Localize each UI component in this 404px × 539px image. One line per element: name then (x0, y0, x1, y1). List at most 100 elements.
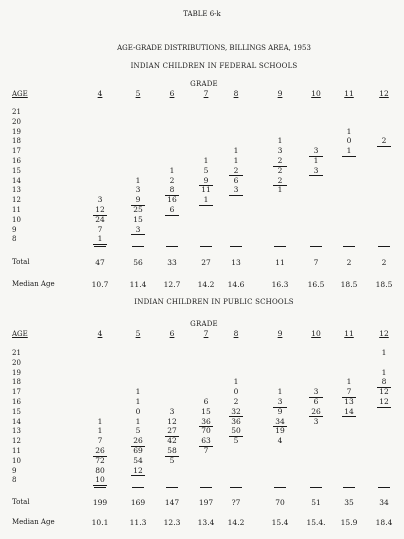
cell-grade5-age9: 3 (135, 224, 141, 234)
total-grade-4: 199 (92, 498, 108, 507)
cell-grade7-age13: 11 (201, 185, 211, 195)
public-grade-label: GRADE (190, 320, 218, 328)
column-end-dash-9 (274, 487, 286, 488)
median-rule-grade8-age15 (229, 416, 243, 418)
cell-grade7-age14: 36 (201, 416, 211, 426)
age-label-19: 19 (12, 127, 21, 136)
age-label-18: 18 (12, 378, 21, 387)
cell-grade10-age17: 3 (313, 146, 319, 156)
age-label-21: 21 (12, 108, 21, 116)
median-grade-6: 12.3 (163, 518, 181, 527)
cell-grade9-age14: 34 (275, 416, 285, 426)
cell-grade10-age15: 26 (311, 406, 321, 416)
public-age-label: AGE (12, 330, 28, 338)
grade-header-7: 7 (203, 89, 209, 98)
total-grade-4: 47 (95, 258, 105, 267)
grade-header-4: 4 (97, 329, 103, 338)
grade-header-11: 11 (344, 89, 354, 98)
cell-grade5-age12: 26 (133, 436, 143, 446)
median-rule-grade4-age8 (93, 484, 107, 486)
median-grade-5: 11.3 (129, 518, 147, 527)
median-grade-9: 16.3 (271, 280, 289, 289)
age-label-10: 10 (12, 215, 21, 224)
cell-grade9-age13: 19 (275, 426, 285, 436)
grade-header-9: 9 (277, 329, 283, 338)
cell-grade4-age10: 72 (95, 455, 105, 465)
grade-header-5: 5 (135, 89, 141, 98)
cell-grade8-age13: 50 (231, 426, 241, 436)
median-grade-11: 18.5 (340, 280, 358, 289)
table-number: TABLE 6-k (183, 10, 221, 18)
cell-grade12-age21: 1 (381, 348, 387, 357)
cell-grade5-age15: 0 (135, 406, 141, 416)
cell-grade9-age17: 3 (277, 146, 283, 156)
cell-grade11-age18: 1 (346, 377, 352, 387)
cell-grade4-age12: 3 (97, 195, 103, 205)
total-grade-11: 35 (344, 498, 354, 507)
cell-grade12-age18: 2 (381, 136, 387, 146)
cell-grade8-age18: 1 (233, 377, 239, 387)
cell-grade7-age15: 5 (203, 165, 209, 175)
cell-grade6-age13: 27 (167, 426, 177, 436)
cell-grade4-age11: 26 (95, 446, 105, 455)
age-label-11: 11 (12, 206, 21, 214)
median-grade-4: 10.7 (91, 280, 109, 289)
median-rule-grade10-age15 (309, 416, 323, 418)
median-rule-grade6-age13 (165, 194, 179, 196)
column-end-dash-11 (343, 487, 355, 488)
median-rule-grade9-age14 (273, 185, 287, 187)
cell-grade8-age17: 0 (233, 387, 239, 397)
median-rule-grade5-age9 (131, 475, 145, 477)
median-rule-grade7-age12 (199, 204, 213, 206)
cell-grade4-age9: 7 (97, 224, 103, 234)
median-rule-grade6-age13 (165, 435, 179, 437)
column-end-dash-12 (378, 487, 390, 488)
median-rule-grade4-age8 (93, 243, 107, 245)
total-grade-10: 7 (313, 258, 319, 267)
cell-grade11-age18: 0 (346, 136, 352, 146)
cell-grade5-age13: 3 (135, 185, 141, 195)
cell-grade5-age10: 54 (133, 455, 143, 465)
median-grade-7: 13.4 (197, 518, 215, 527)
median-rule-grade10-age17 (309, 155, 323, 157)
total-grade-11: 2 (346, 258, 352, 267)
age-label-14: 14 (12, 176, 21, 185)
cell-grade8-age16: 1 (233, 156, 239, 165)
column-end-dash-10 (310, 246, 322, 247)
cell-grade12-age19: 1 (381, 367, 387, 377)
total-grade-7: 197 (198, 498, 214, 507)
federal-section-title: INDIAN CHILDREN IN FEDERAL SCHOOLS (130, 62, 298, 70)
age-label-19: 19 (12, 368, 21, 377)
age-label-21: 21 (12, 349, 21, 357)
total-grade-6: 33 (167, 258, 177, 267)
cell-grade12-age17: 12 (379, 387, 389, 397)
cell-grade6-age13: 8 (169, 185, 175, 195)
median-grade-9: 15.4 (271, 518, 289, 527)
median-grade-8: 14.6 (227, 280, 245, 289)
cell-grade6-age14: 2 (169, 175, 175, 185)
age-label-12: 12 (12, 437, 21, 446)
age-label-20: 20 (12, 358, 21, 367)
median-grade-12: 18.5 (375, 280, 393, 289)
cell-grade5-age13: 5 (135, 426, 141, 436)
median-rule-grade12-age16 (377, 406, 391, 408)
cell-grade11-age19: 1 (346, 126, 352, 136)
age-label-15: 15 (12, 407, 21, 416)
median-rule-grade6-age11 (165, 214, 179, 216)
public-total-label: Total (12, 498, 30, 506)
age-label-14: 14 (12, 417, 21, 426)
median-rule-grade4-age11 (93, 455, 107, 457)
column-end-dash-5 (132, 246, 144, 247)
age-label-17: 17 (12, 147, 21, 156)
grade-header-12: 12 (379, 329, 389, 338)
total-grade-9: 11 (275, 258, 285, 267)
median-grade-5: 11.4 (129, 280, 147, 289)
cell-grade8-age13: 3 (233, 185, 239, 195)
median-grade-6: 12.7 (163, 280, 181, 289)
cell-grade6-age11: 58 (167, 446, 177, 455)
total-grade-8: ?7 (231, 498, 241, 507)
cell-grade4-age13: 1 (97, 426, 103, 436)
total-grade-9: 70 (275, 498, 285, 507)
total-grade-5: 169 (130, 498, 146, 507)
column-end-dash-6 (166, 246, 178, 247)
